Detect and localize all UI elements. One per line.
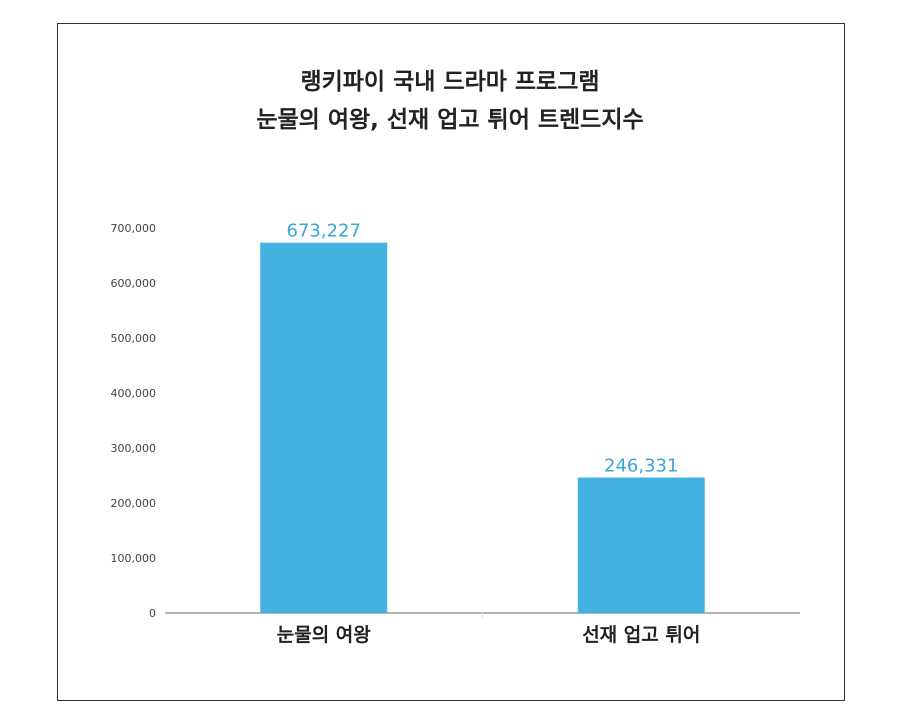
y-tick-label: 300,000 — [111, 442, 157, 455]
y-tick-label: 200,000 — [111, 497, 157, 510]
bar — [577, 477, 705, 613]
data-label: 673,227 — [287, 221, 361, 242]
y-tick-label: 500,000 — [111, 332, 157, 345]
y-tick-label: 0 — [149, 607, 156, 620]
y-tick-label: 600,000 — [111, 277, 157, 290]
y-tick-label: 100,000 — [111, 552, 157, 565]
chart-frame — [57, 23, 845, 701]
data-label: 246,331 — [604, 456, 678, 477]
chart-title-line-2: 눈물의 여왕, 선재 업고 튀어 트렌드지수 — [256, 107, 644, 133]
y-tick-label: 400,000 — [111, 387, 157, 400]
bar — [260, 242, 388, 613]
x-tick-label: 눈물의 여왕 — [277, 624, 372, 646]
y-tick-label: 700,000 — [111, 222, 157, 235]
chart-title-line-1: 랭키파이 국내 드라마 프로그램 — [300, 69, 600, 95]
x-tick-label: 선재 업고 튀어 — [582, 624, 700, 646]
